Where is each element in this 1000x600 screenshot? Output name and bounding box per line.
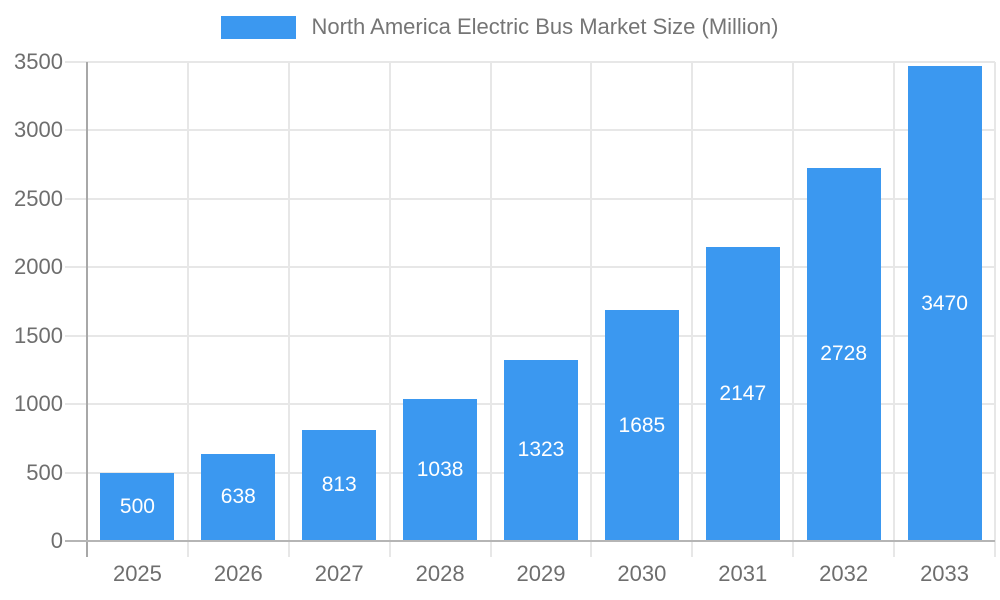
- y-tick-label: 1000: [14, 391, 63, 417]
- y-tick-label: 2500: [14, 185, 63, 211]
- y-axis-line: [86, 62, 88, 557]
- v-gridline: [994, 62, 996, 557]
- bar[interactable]: [705, 247, 780, 541]
- h-gridline: [65, 129, 995, 132]
- x-tick-label: 2025: [112, 561, 162, 586]
- bar-value-label: 3470: [921, 291, 968, 315]
- bar-value-label: 813: [321, 473, 357, 497]
- v-gridline: [792, 62, 795, 557]
- bar-value-label: 1038: [416, 457, 464, 481]
- h-gridline: [65, 266, 995, 269]
- chart-legend[interactable]: North America Electric Bus Market Size (…: [0, 14, 1000, 40]
- y-tick-label: 0: [50, 528, 63, 553]
- bar-value-label: 1685: [618, 413, 666, 437]
- bar[interactable]: [302, 429, 377, 541]
- y-tick-label: 500: [26, 459, 63, 485]
- legend-label: North America Electric Bus Market Size (…: [311, 14, 779, 39]
- bar[interactable]: [403, 398, 478, 541]
- h-gridline: [65, 61, 995, 63]
- v-gridline: [893, 62, 896, 557]
- x-tick-label: 2028: [415, 561, 465, 586]
- h-gridline: [65, 334, 995, 337]
- v-gridline: [489, 62, 492, 557]
- x-tick-label: 2030: [617, 561, 667, 586]
- bar[interactable]: [201, 453, 276, 541]
- v-gridline: [186, 62, 189, 557]
- legend-swatch: [221, 15, 297, 39]
- y-tick-label: 2000: [14, 254, 63, 280]
- v-gridline: [388, 62, 391, 557]
- bar-value-label: 2147: [719, 382, 767, 406]
- y-tick-label: 3000: [14, 117, 63, 143]
- bar[interactable]: [604, 310, 679, 541]
- bar[interactable]: [504, 359, 578, 541]
- bar[interactable]: [806, 167, 881, 541]
- x-tick-label: 2033: [920, 561, 970, 586]
- x-tick-label: 2032: [819, 561, 869, 586]
- bar[interactable]: [907, 66, 982, 541]
- x-axis-baseline: [65, 540, 995, 542]
- h-gridline: [65, 197, 995, 200]
- v-gridline: [287, 62, 290, 557]
- bar-value-label: 638: [220, 485, 256, 509]
- x-tick-label: 2026: [213, 561, 263, 586]
- x-tick-label: 2029: [516, 561, 566, 586]
- y-tick-label: 3500: [14, 49, 63, 74]
- bar-value-label: 1323: [517, 438, 565, 462]
- v-gridline: [691, 62, 694, 557]
- x-tick-label: 2031: [718, 561, 768, 586]
- bar-value-label: 2728: [820, 342, 868, 366]
- bar-value-label: 500: [119, 494, 155, 518]
- y-tick-label: 1500: [14, 322, 63, 348]
- bar[interactable]: [100, 472, 175, 541]
- v-gridline: [590, 62, 593, 557]
- x-tick-label: 2027: [314, 561, 364, 586]
